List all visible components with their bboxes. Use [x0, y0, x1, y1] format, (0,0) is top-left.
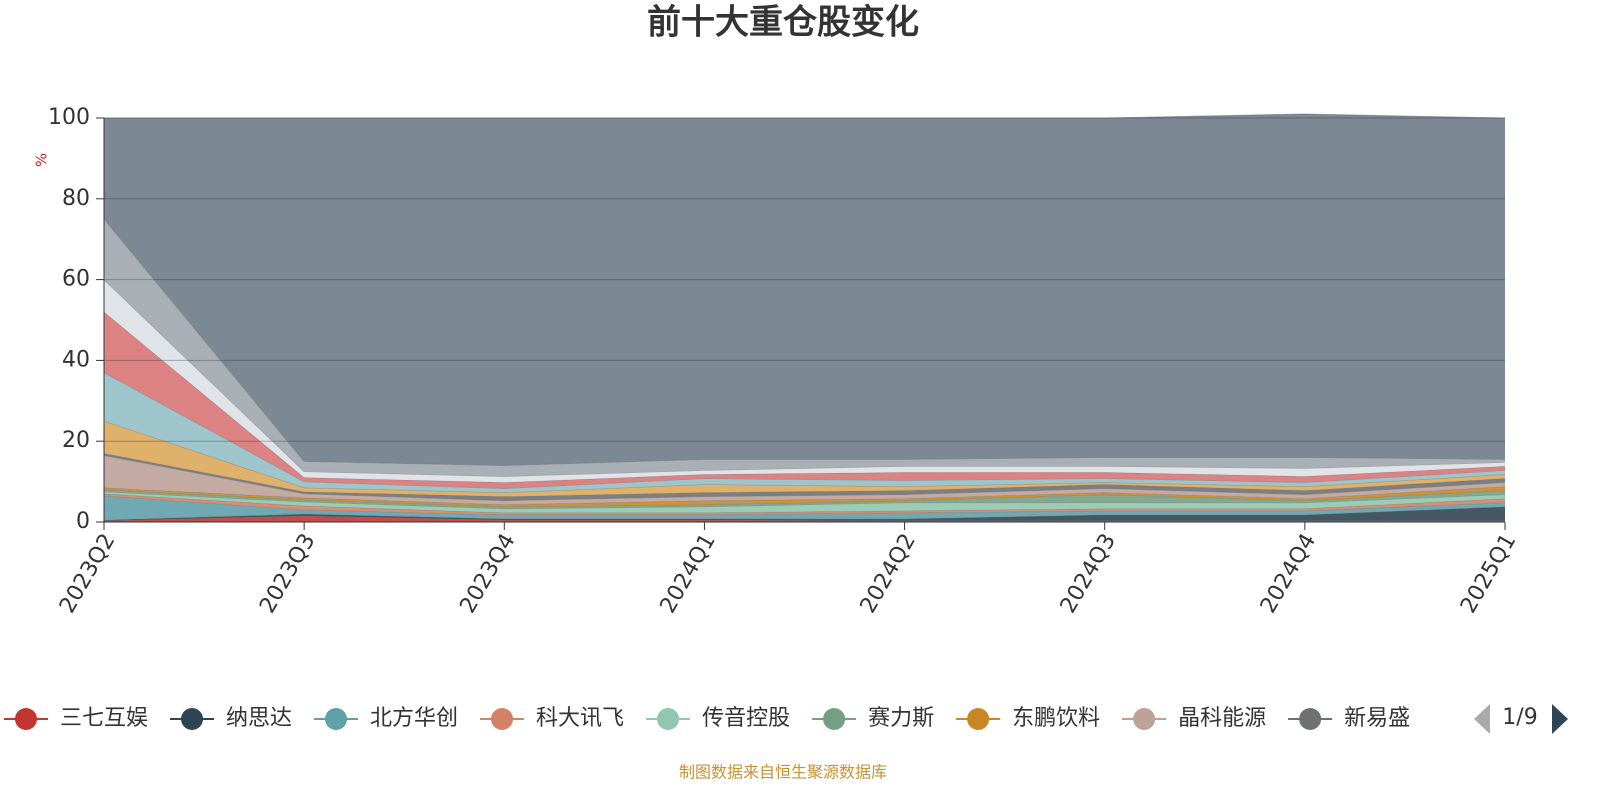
legend-label[interactable]: 赛力斯 [868, 706, 934, 731]
legend-label[interactable]: 科大讯飞 [536, 706, 624, 731]
legend-marker [967, 708, 990, 730]
legend-next[interactable] [1552, 704, 1568, 734]
y-axis-label: % [33, 153, 51, 167]
y-tick-label: 100 [48, 105, 90, 130]
area [104, 455, 1505, 505]
chart-title: 前十大重仓股变化 [647, 3, 919, 43]
area-line [104, 113, 1506, 119]
x-tick-label: 2024Q1 [656, 530, 721, 618]
legend-marker [657, 708, 680, 730]
x-tick-label: 2024Q4 [1256, 530, 1321, 618]
x-tick-label: 2023Q2 [55, 530, 120, 618]
legend-label[interactable]: 纳思达 [226, 706, 292, 731]
source-note: 制图数据来自恒生聚源数据库 [679, 763, 887, 782]
area [104, 491, 1505, 513]
legend-marker [325, 708, 348, 730]
legend-label[interactable]: 东鹏饮料 [1012, 706, 1100, 731]
x-tick-label: 2023Q3 [255, 530, 320, 618]
legend-label[interactable]: 新易盛 [1344, 706, 1410, 731]
x-tick-label: 2024Q3 [1056, 530, 1121, 618]
legend: 三七互娱 纳思达 北方华创 科大讯飞 传音控股 赛力斯 东鹏饮料 晶科能源 新易盛 [4, 706, 1410, 731]
legend-label[interactable]: 晶科能源 [1178, 706, 1266, 731]
legend-marker [1299, 708, 1322, 730]
legend-label[interactable]: 传音控股 [702, 706, 790, 731]
y-tick-label: 80 [62, 186, 90, 211]
x-tick-label: 2025Q1 [1456, 530, 1521, 618]
area [104, 493, 1505, 515]
legend-prev[interactable] [1474, 704, 1490, 734]
legend-label[interactable]: 北方华创 [370, 706, 458, 731]
plot-area: 0 20 40 60 80 100 2023Q2 2023Q3 2023Q4 2024Q1 2024… [48, 105, 1521, 618]
legend-marker [15, 708, 37, 730]
legend-marker [1133, 708, 1156, 730]
area [104, 372, 1505, 493]
y-tick-label: 20 [62, 428, 90, 453]
area [104, 515, 1505, 522]
legend-marker [491, 708, 514, 730]
y-tick-label: 0 [76, 509, 90, 534]
area [104, 489, 1505, 509]
legend-label[interactable]: 三七互娱 [60, 706, 148, 731]
x-tick-label: 2023Q4 [455, 530, 520, 618]
y-tick-label: 40 [62, 347, 90, 372]
area [104, 453, 1505, 501]
y-tick-label: 60 [62, 267, 90, 292]
legend-marker [181, 708, 204, 730]
area [104, 506, 1505, 521]
legend-marker [823, 708, 846, 730]
area [104, 113, 1505, 466]
x-tick-label: 2024Q2 [856, 530, 921, 618]
legend-page: 1/9 [1502, 705, 1537, 730]
